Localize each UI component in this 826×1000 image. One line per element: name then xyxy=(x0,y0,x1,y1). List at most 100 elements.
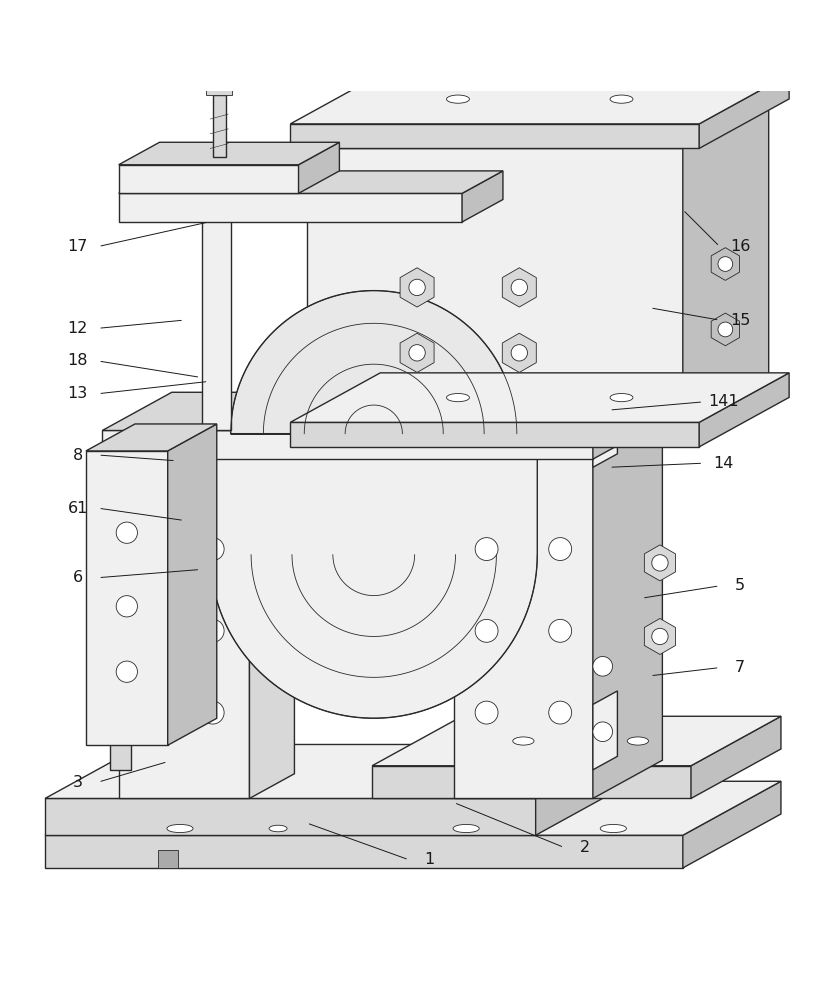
Text: 3: 3 xyxy=(73,775,83,790)
Polygon shape xyxy=(535,744,634,835)
Polygon shape xyxy=(699,74,789,148)
Ellipse shape xyxy=(447,393,469,402)
Ellipse shape xyxy=(167,824,193,833)
Polygon shape xyxy=(291,124,699,148)
Circle shape xyxy=(135,619,159,642)
FancyBboxPatch shape xyxy=(158,850,178,868)
Polygon shape xyxy=(593,396,662,798)
Polygon shape xyxy=(119,165,298,193)
Polygon shape xyxy=(168,424,216,745)
Polygon shape xyxy=(102,430,593,459)
Ellipse shape xyxy=(627,737,648,745)
Text: 7: 7 xyxy=(735,660,745,675)
Text: 1: 1 xyxy=(425,852,434,867)
Ellipse shape xyxy=(269,825,287,832)
Polygon shape xyxy=(298,142,339,193)
Polygon shape xyxy=(86,424,216,451)
Circle shape xyxy=(475,538,498,561)
Text: 5: 5 xyxy=(735,578,745,593)
Polygon shape xyxy=(119,459,249,798)
Circle shape xyxy=(409,345,425,361)
Text: 12: 12 xyxy=(68,321,88,336)
Circle shape xyxy=(135,538,159,561)
Circle shape xyxy=(548,619,572,642)
Circle shape xyxy=(116,522,137,543)
Circle shape xyxy=(116,596,137,617)
Polygon shape xyxy=(593,691,617,770)
Circle shape xyxy=(511,279,528,296)
Polygon shape xyxy=(45,744,634,798)
Polygon shape xyxy=(45,781,781,835)
Ellipse shape xyxy=(610,95,633,103)
Circle shape xyxy=(718,257,733,271)
Circle shape xyxy=(593,722,613,742)
Circle shape xyxy=(116,661,137,682)
Polygon shape xyxy=(212,95,225,157)
Text: 6: 6 xyxy=(73,570,83,585)
Polygon shape xyxy=(119,171,503,193)
Text: 17: 17 xyxy=(68,239,88,254)
Ellipse shape xyxy=(601,824,626,833)
Circle shape xyxy=(652,628,668,645)
Polygon shape xyxy=(202,221,230,430)
Polygon shape xyxy=(691,716,781,798)
Polygon shape xyxy=(453,435,593,798)
Polygon shape xyxy=(593,392,662,459)
Polygon shape xyxy=(102,392,662,430)
Circle shape xyxy=(113,541,130,557)
Circle shape xyxy=(548,701,572,724)
Circle shape xyxy=(718,322,733,337)
Polygon shape xyxy=(119,193,462,222)
Polygon shape xyxy=(45,835,683,868)
Polygon shape xyxy=(86,451,168,745)
FancyBboxPatch shape xyxy=(206,79,232,95)
Ellipse shape xyxy=(447,95,469,103)
Polygon shape xyxy=(306,101,769,148)
Polygon shape xyxy=(593,388,617,467)
Polygon shape xyxy=(699,373,789,447)
Text: 8: 8 xyxy=(73,448,83,463)
Polygon shape xyxy=(119,434,294,459)
Circle shape xyxy=(652,555,668,571)
Circle shape xyxy=(593,354,613,374)
Polygon shape xyxy=(453,396,662,435)
Text: 18: 18 xyxy=(68,353,88,368)
Circle shape xyxy=(202,538,224,561)
Circle shape xyxy=(475,701,498,724)
Text: 2: 2 xyxy=(580,840,590,855)
Text: 16: 16 xyxy=(730,239,750,254)
Polygon shape xyxy=(230,291,517,434)
Circle shape xyxy=(409,279,425,296)
Polygon shape xyxy=(211,440,537,718)
Polygon shape xyxy=(45,798,535,835)
Polygon shape xyxy=(373,716,781,766)
Polygon shape xyxy=(291,422,699,447)
Circle shape xyxy=(475,619,498,642)
Circle shape xyxy=(202,701,224,724)
Text: 61: 61 xyxy=(68,501,88,516)
Polygon shape xyxy=(249,434,294,798)
Polygon shape xyxy=(291,373,789,422)
Text: 141: 141 xyxy=(709,394,739,409)
Circle shape xyxy=(113,696,130,713)
Ellipse shape xyxy=(610,393,633,402)
Polygon shape xyxy=(291,74,789,124)
Polygon shape xyxy=(111,484,131,770)
Circle shape xyxy=(135,701,159,724)
Circle shape xyxy=(511,345,528,361)
Circle shape xyxy=(548,538,572,561)
Polygon shape xyxy=(119,142,339,165)
Text: 13: 13 xyxy=(68,386,88,401)
Polygon shape xyxy=(683,781,781,868)
Polygon shape xyxy=(306,148,683,422)
Text: 15: 15 xyxy=(730,313,750,328)
Circle shape xyxy=(593,657,613,676)
Circle shape xyxy=(113,614,130,631)
Ellipse shape xyxy=(453,824,479,833)
Ellipse shape xyxy=(513,737,534,745)
Circle shape xyxy=(202,619,224,642)
Text: 14: 14 xyxy=(714,456,733,471)
Polygon shape xyxy=(373,766,691,798)
Polygon shape xyxy=(462,171,503,222)
Polygon shape xyxy=(683,101,769,422)
